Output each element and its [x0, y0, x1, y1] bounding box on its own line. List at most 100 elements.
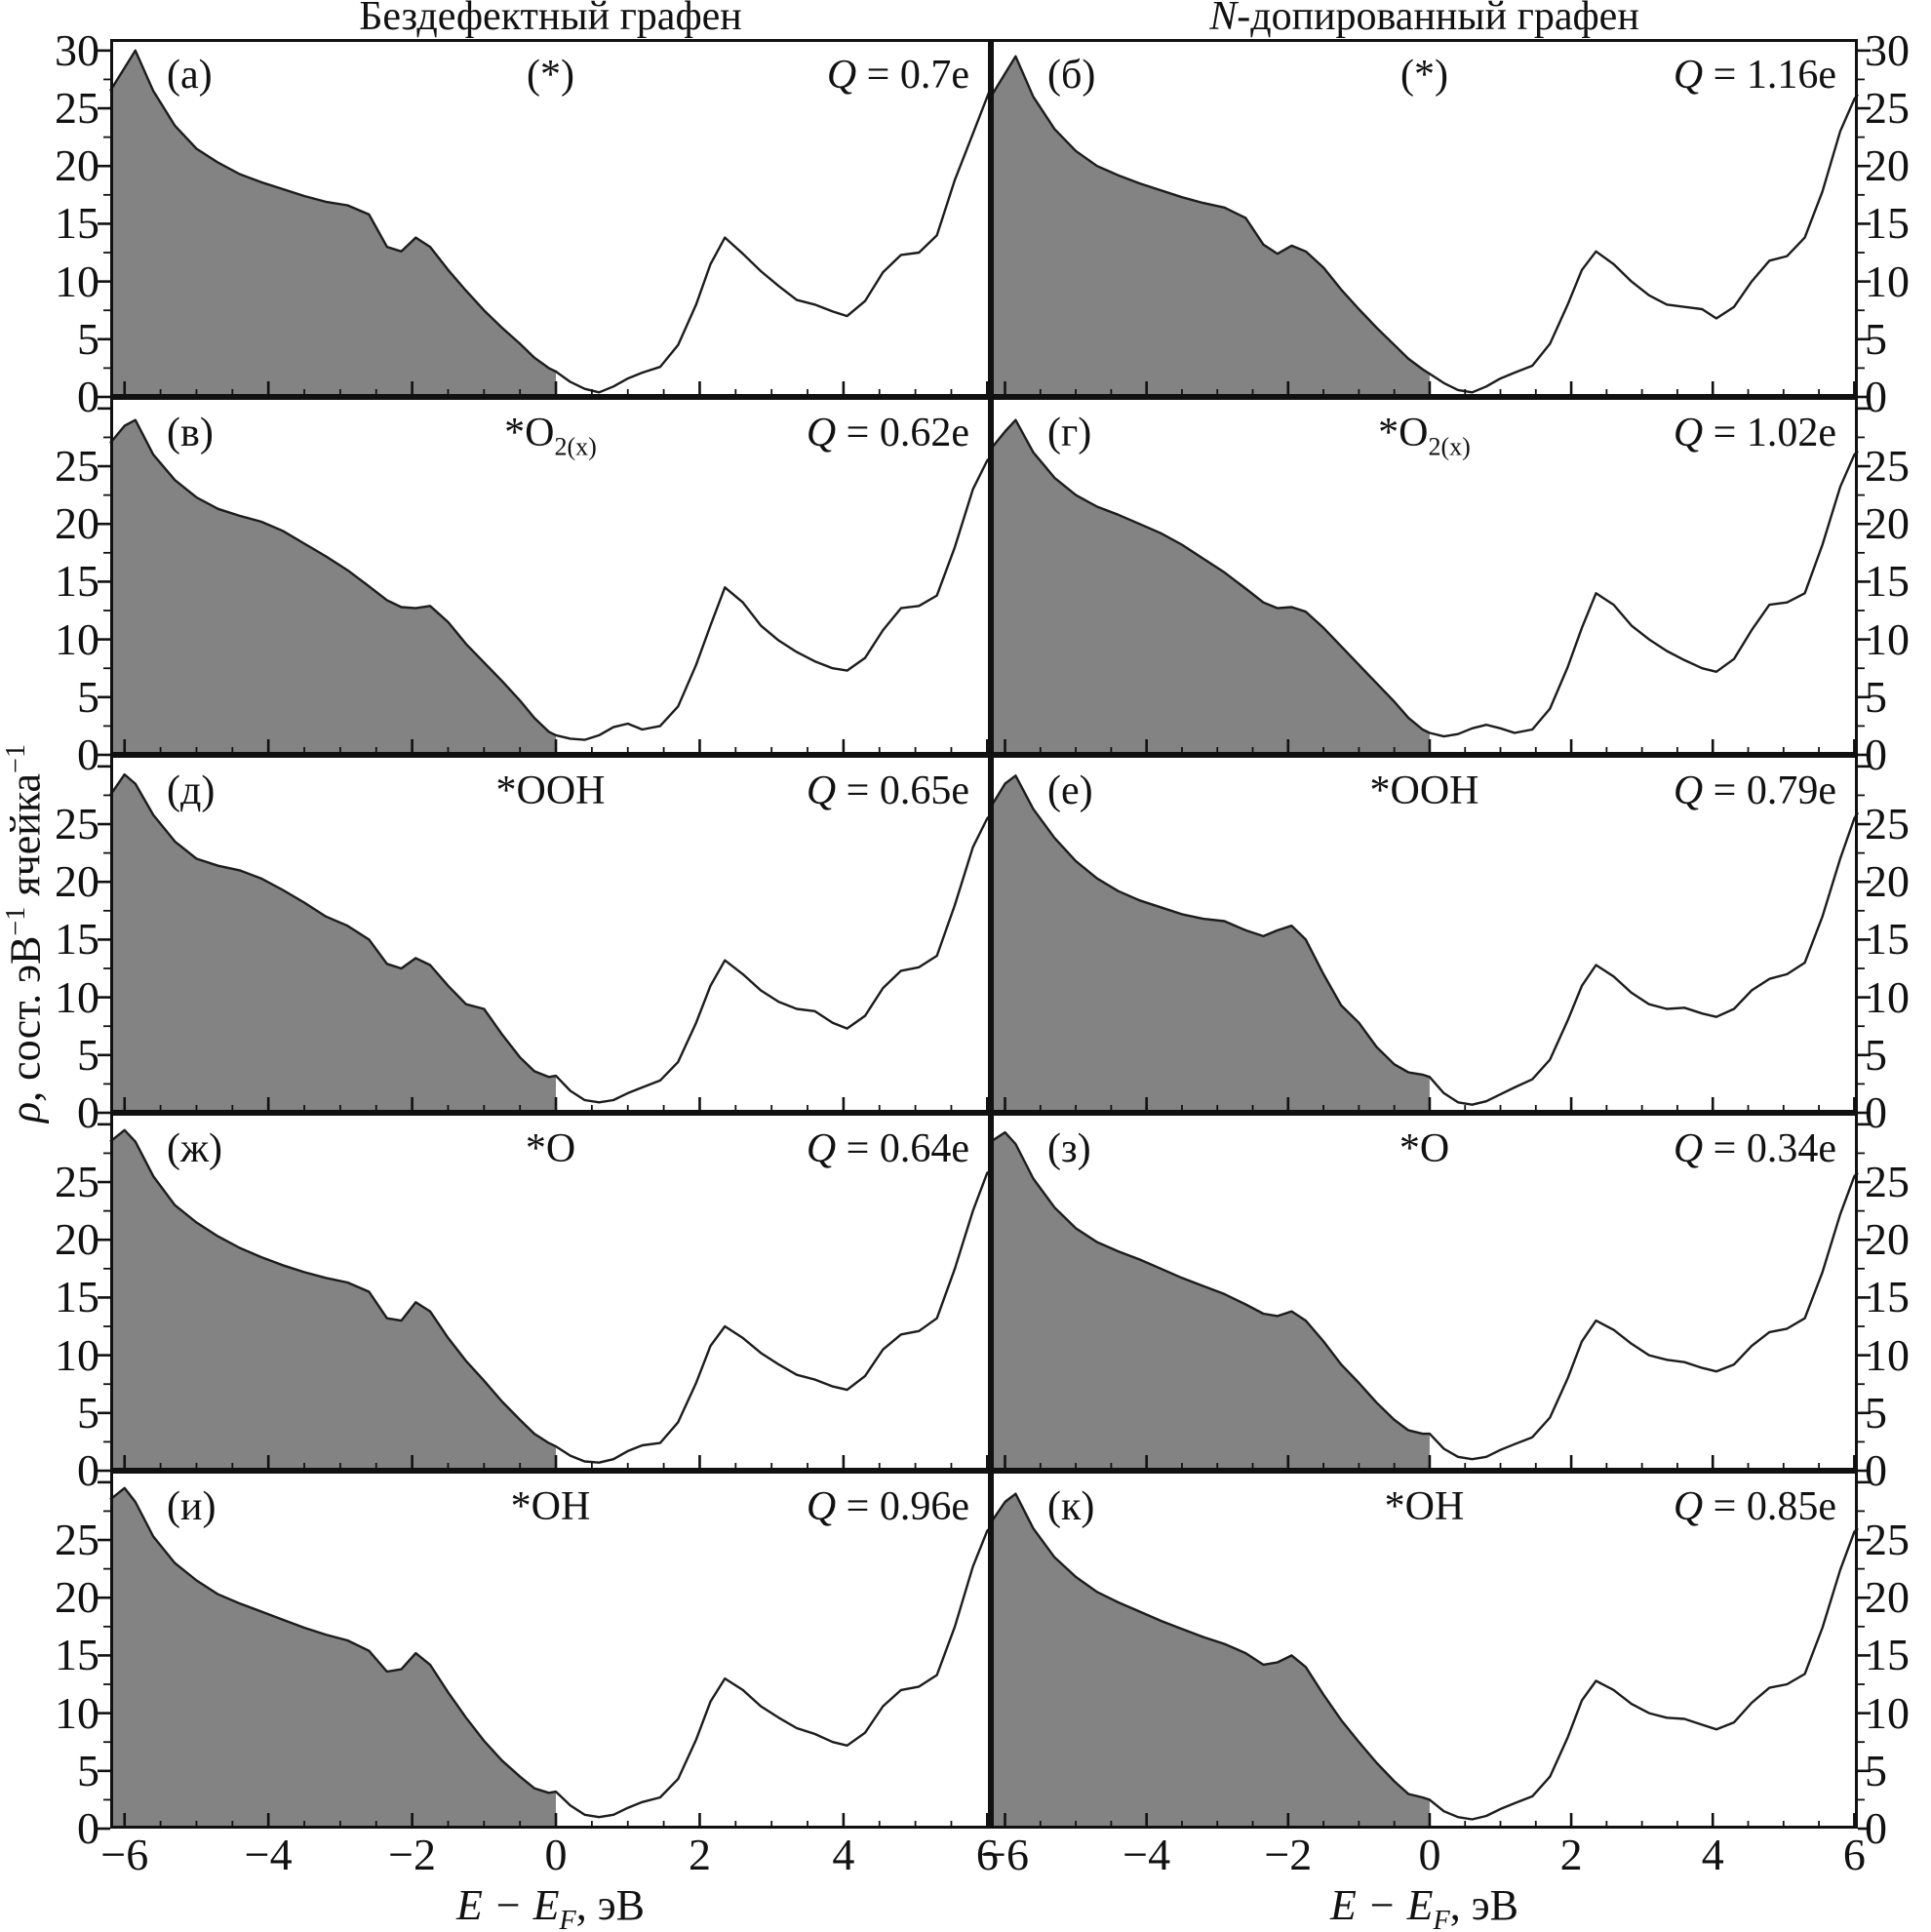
panel-v: (в) *O2(x) Q = 0.62e [98, 397, 992, 757]
tick-label: 20 [55, 140, 99, 191]
dos-plot [989, 39, 1871, 399]
dos-plot [98, 39, 993, 399]
tick-label: 15 [55, 1272, 99, 1322]
tick-label: 5 [77, 671, 99, 722]
q-equals: = [1703, 411, 1747, 455]
panel-frame [110, 397, 991, 755]
adsorbate-label: *O [991, 1128, 1858, 1175]
tick-label: 0 [1418, 1830, 1441, 1879]
tick-label: 20 [55, 856, 99, 907]
dos-curve [990, 418, 1859, 738]
tick-label: 15 [55, 914, 99, 965]
q-symbol: Q [826, 53, 857, 98]
tick-label: 5 [1865, 313, 1887, 364]
tick-label: 10 [55, 256, 99, 306]
panel-letter: (з) [1047, 1126, 1091, 1171]
tick-label: 25 [55, 83, 99, 134]
q-value: 0.64e [879, 1126, 969, 1171]
dos-curve [989, 55, 1859, 394]
tick-label: 15 [1865, 1630, 1910, 1680]
q-equals: = [836, 411, 880, 455]
tick-label: 10 [1865, 1687, 1910, 1738]
tick-label: 10 [55, 613, 99, 664]
dos-curve [109, 418, 992, 741]
tick-label: 15 [55, 198, 99, 249]
tick-label: 25 [1865, 441, 1910, 492]
panel-i: (и) *OH Q = 0.96e [98, 1471, 992, 1831]
adsorbate-label: *OOH [991, 770, 1858, 817]
dos-curve [989, 774, 1860, 1106]
occupied-states-fill [991, 775, 1430, 1113]
panel-letter: (д) [167, 769, 216, 813]
column-title-right-italic: N [1209, 0, 1238, 39]
panel-letter: (и) [167, 1484, 217, 1529]
x-axis-title-left-sub: F [559, 1905, 576, 1932]
tick-label: 25 [1865, 1515, 1910, 1565]
panel-zh: (ж) *O Q = 0.64e [98, 1113, 992, 1473]
tick-label: 0 [77, 1087, 99, 1137]
q-symbol: Q [1673, 769, 1704, 813]
tick-label: 4 [1701, 1830, 1724, 1879]
q-value: 0.34e [1746, 1126, 1836, 1171]
x-axis-title-left-main: E − E [456, 1881, 560, 1929]
tick-label: 4 [832, 1830, 855, 1879]
tick-label: −6 [981, 1830, 1029, 1879]
q-equals: = [836, 1126, 880, 1171]
dos-plot [98, 755, 992, 1115]
x-axis-title-right-main: E − E [1330, 1881, 1434, 1929]
charge-label: Q = 1.02e [1674, 413, 1836, 453]
tick-label: 20 [55, 498, 99, 549]
tick-label: 5 [1865, 671, 1887, 722]
tick-label: 0 [77, 1803, 99, 1853]
dos-curve [108, 49, 993, 394]
tick-label: 0 [544, 1830, 568, 1879]
tick-label: 25 [55, 799, 99, 849]
tick-label: 0 [1865, 1087, 1887, 1137]
panel-letter: (ж) [167, 1126, 222, 1171]
tick-label: 0 [1865, 372, 1887, 421]
q-value: 1.16e [1746, 53, 1836, 98]
q-equals: = [856, 53, 900, 98]
x-axis-title-left-tail: , эВ [575, 1881, 645, 1929]
column-title-right-text: -допированный графен [1237, 0, 1639, 39]
q-symbol: Q [806, 1126, 837, 1171]
tick-label: 0 [1865, 729, 1887, 779]
tick-label: 0 [77, 1445, 99, 1495]
x-axis-title-right-tail: , эВ [1449, 1881, 1518, 1929]
adsorbate-label: *OH [110, 1486, 991, 1533]
charge-label: Q = 0.64e [807, 1128, 969, 1169]
panel-frame [110, 1113, 991, 1471]
tick-label: 15 [1865, 198, 1910, 249]
tick-label: 25 [55, 441, 99, 492]
tick-label: 0 [1865, 1445, 1887, 1495]
tick-label: 2 [688, 1830, 711, 1879]
dos-plot [98, 397, 992, 757]
q-equals: = [836, 1484, 880, 1529]
adsorbate-main: *OOH [1369, 769, 1479, 813]
q-symbol: Q [806, 1484, 837, 1529]
tick-label: 15 [55, 556, 99, 607]
x-axis-title-right-sub: F [1433, 1905, 1450, 1932]
occupied-states-fill [991, 1493, 1430, 1829]
dos-curve [109, 1128, 992, 1464]
adsorbate-main: (*) [527, 53, 574, 98]
q-symbol: Q [1673, 1126, 1704, 1171]
adsorbate-label: (*) [991, 55, 1858, 101]
adsorbate-label: *O2(x) [991, 413, 1858, 459]
tick-label: −6 [100, 1830, 149, 1879]
charge-label: Q = 0.65e [807, 770, 969, 811]
adsorbate-main: *OH [510, 1484, 591, 1529]
q-symbol: Q [1673, 1484, 1704, 1529]
q-value: 0.65e [879, 769, 969, 813]
adsorbate-sub: 2(x) [1428, 432, 1471, 461]
panel-frame [110, 39, 991, 397]
tick-label: 10 [1865, 1329, 1910, 1380]
column-title-left-text: Бездефектный графен [359, 0, 742, 39]
panel-frame [991, 1471, 1858, 1829]
adsorbate-main: *O [525, 1126, 576, 1171]
tick-label: −2 [388, 1830, 437, 1879]
dos-curve [109, 772, 992, 1104]
tick-label: 0 [1865, 1803, 1887, 1853]
q-symbol: Q [1673, 53, 1704, 98]
